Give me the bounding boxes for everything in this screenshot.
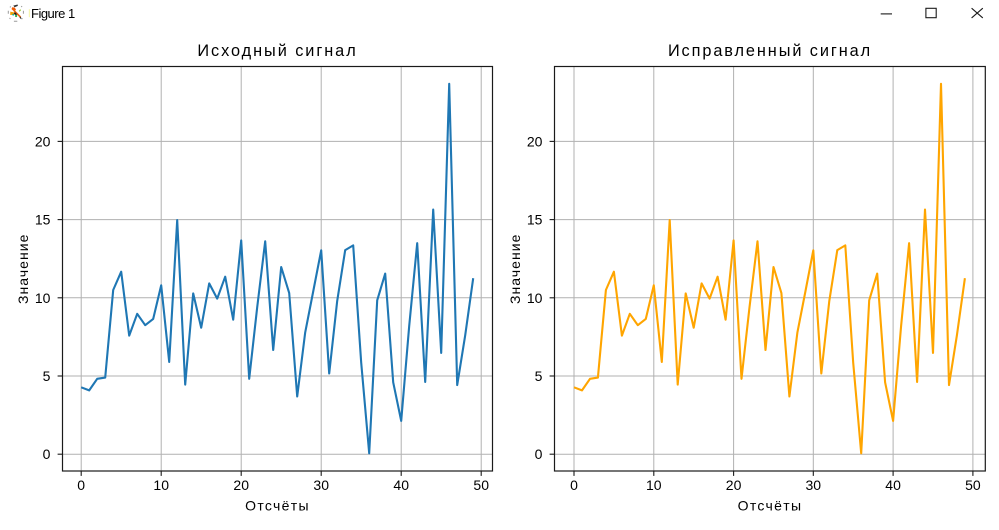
- svg-text:Значение: Значение: [15, 234, 31, 304]
- svg-text:0: 0: [43, 446, 51, 462]
- svg-text:50: 50: [473, 477, 489, 493]
- svg-text:20: 20: [35, 133, 51, 149]
- svg-text:5: 5: [535, 368, 543, 384]
- svg-text:20: 20: [726, 477, 742, 493]
- svg-text:30: 30: [806, 477, 822, 493]
- svg-text:5: 5: [43, 368, 51, 384]
- svg-text:Исходный сигнал: Исходный сигнал: [197, 42, 357, 60]
- svg-text:10: 10: [646, 477, 662, 493]
- svg-text:10: 10: [527, 290, 543, 306]
- svg-text:0: 0: [570, 477, 578, 493]
- svg-text:10: 10: [153, 477, 169, 493]
- svg-text:20: 20: [527, 133, 543, 149]
- svg-text:Отсчёты: Отсчёты: [245, 498, 310, 514]
- svg-text:20: 20: [233, 477, 249, 493]
- svg-text:Исправленный сигнал: Исправленный сигнал: [668, 42, 872, 60]
- svg-text:Figure 1: Figure 1: [31, 6, 75, 21]
- svg-text:40: 40: [885, 477, 901, 493]
- svg-text:Значение: Значение: [507, 234, 523, 304]
- svg-text:0: 0: [535, 446, 543, 462]
- svg-text:15: 15: [527, 212, 543, 228]
- svg-text:30: 30: [313, 477, 329, 493]
- svg-text:10: 10: [35, 290, 51, 306]
- svg-text:50: 50: [965, 477, 981, 493]
- svg-text:0: 0: [77, 477, 85, 493]
- svg-text:40: 40: [393, 477, 409, 493]
- svg-text:Отсчёты: Отсчёты: [738, 498, 803, 514]
- svg-text:15: 15: [35, 212, 51, 228]
